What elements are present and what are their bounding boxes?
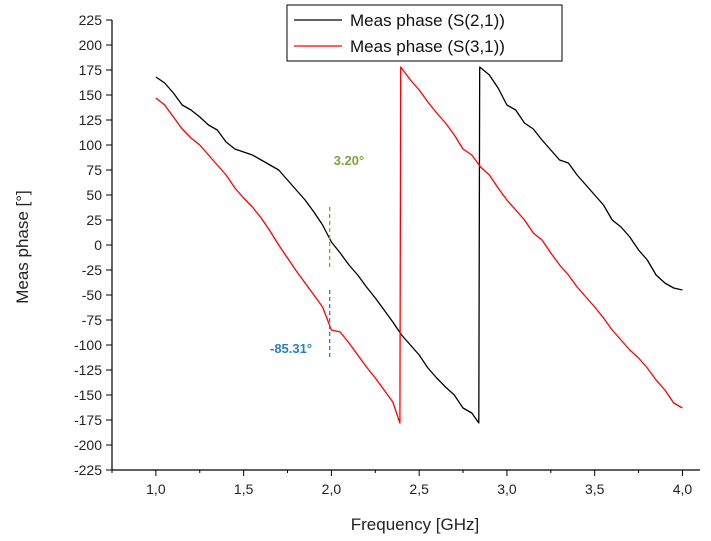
y-tick-label: 175 (79, 62, 103, 78)
y-tick-label: -175 (74, 412, 102, 428)
legend-label-s21: Meas phase (S(2,1)) (350, 11, 505, 30)
y-tick-label: 100 (79, 137, 103, 153)
plot-lines (155, 66, 683, 424)
annotation-label-2: -85.31° (270, 341, 312, 356)
legend: Meas phase (S(2,1)) Meas phase (S(3,1)) (286, 4, 563, 62)
x-tick-label: 3,0 (497, 481, 517, 497)
y-axis-title: Meas phase [°] (13, 190, 32, 304)
x-tick-label: 2,0 (322, 481, 342, 497)
series-line-s31 (155, 66, 683, 424)
y-tick-label: 125 (79, 112, 103, 128)
legend-label-s31: Meas phase (S(3,1)) (350, 37, 505, 56)
y-tick-label: -200 (74, 437, 102, 453)
y-tick-label: -225 (74, 462, 102, 478)
y-tick-label: 25 (86, 212, 102, 228)
y-tick-label: -150 (74, 387, 102, 403)
series-line-s21 (155, 66, 683, 424)
legend-box (286, 4, 563, 62)
y-tick-label: -50 (82, 287, 102, 303)
y-tick-label: 75 (86, 162, 102, 178)
y-tick-label: 200 (79, 37, 103, 53)
x-tick-label: 2,5 (409, 481, 429, 497)
x-tick-label: 4,0 (673, 481, 693, 497)
y-tick-label: -25 (82, 262, 102, 278)
annotations: 3.20° -85.31° (270, 153, 364, 358)
y-tick-label: 0 (94, 237, 102, 253)
axes (111, 20, 700, 471)
annotation-label-1: 3.20° (334, 153, 365, 168)
x-tick-label: 1,0 (146, 481, 166, 497)
y-tick-label: 150 (79, 87, 103, 103)
y-tick-label: -100 (74, 337, 102, 353)
x-tick-label: 1,5 (234, 481, 254, 497)
y-tick-label: 225 (79, 12, 103, 28)
ticks: 1,0 1,5 2,0 2,5 3,0 3,5 4,0 -225 -200 -175 -150 -12… (74, 12, 692, 497)
y-tick-label: 50 (86, 187, 102, 203)
x-axis-title: Frequency [GHz] (351, 515, 480, 534)
y-tick-label: -125 (74, 362, 102, 378)
x-tick-label: 3,5 (585, 481, 605, 497)
y-tick-label: -75 (82, 312, 102, 328)
